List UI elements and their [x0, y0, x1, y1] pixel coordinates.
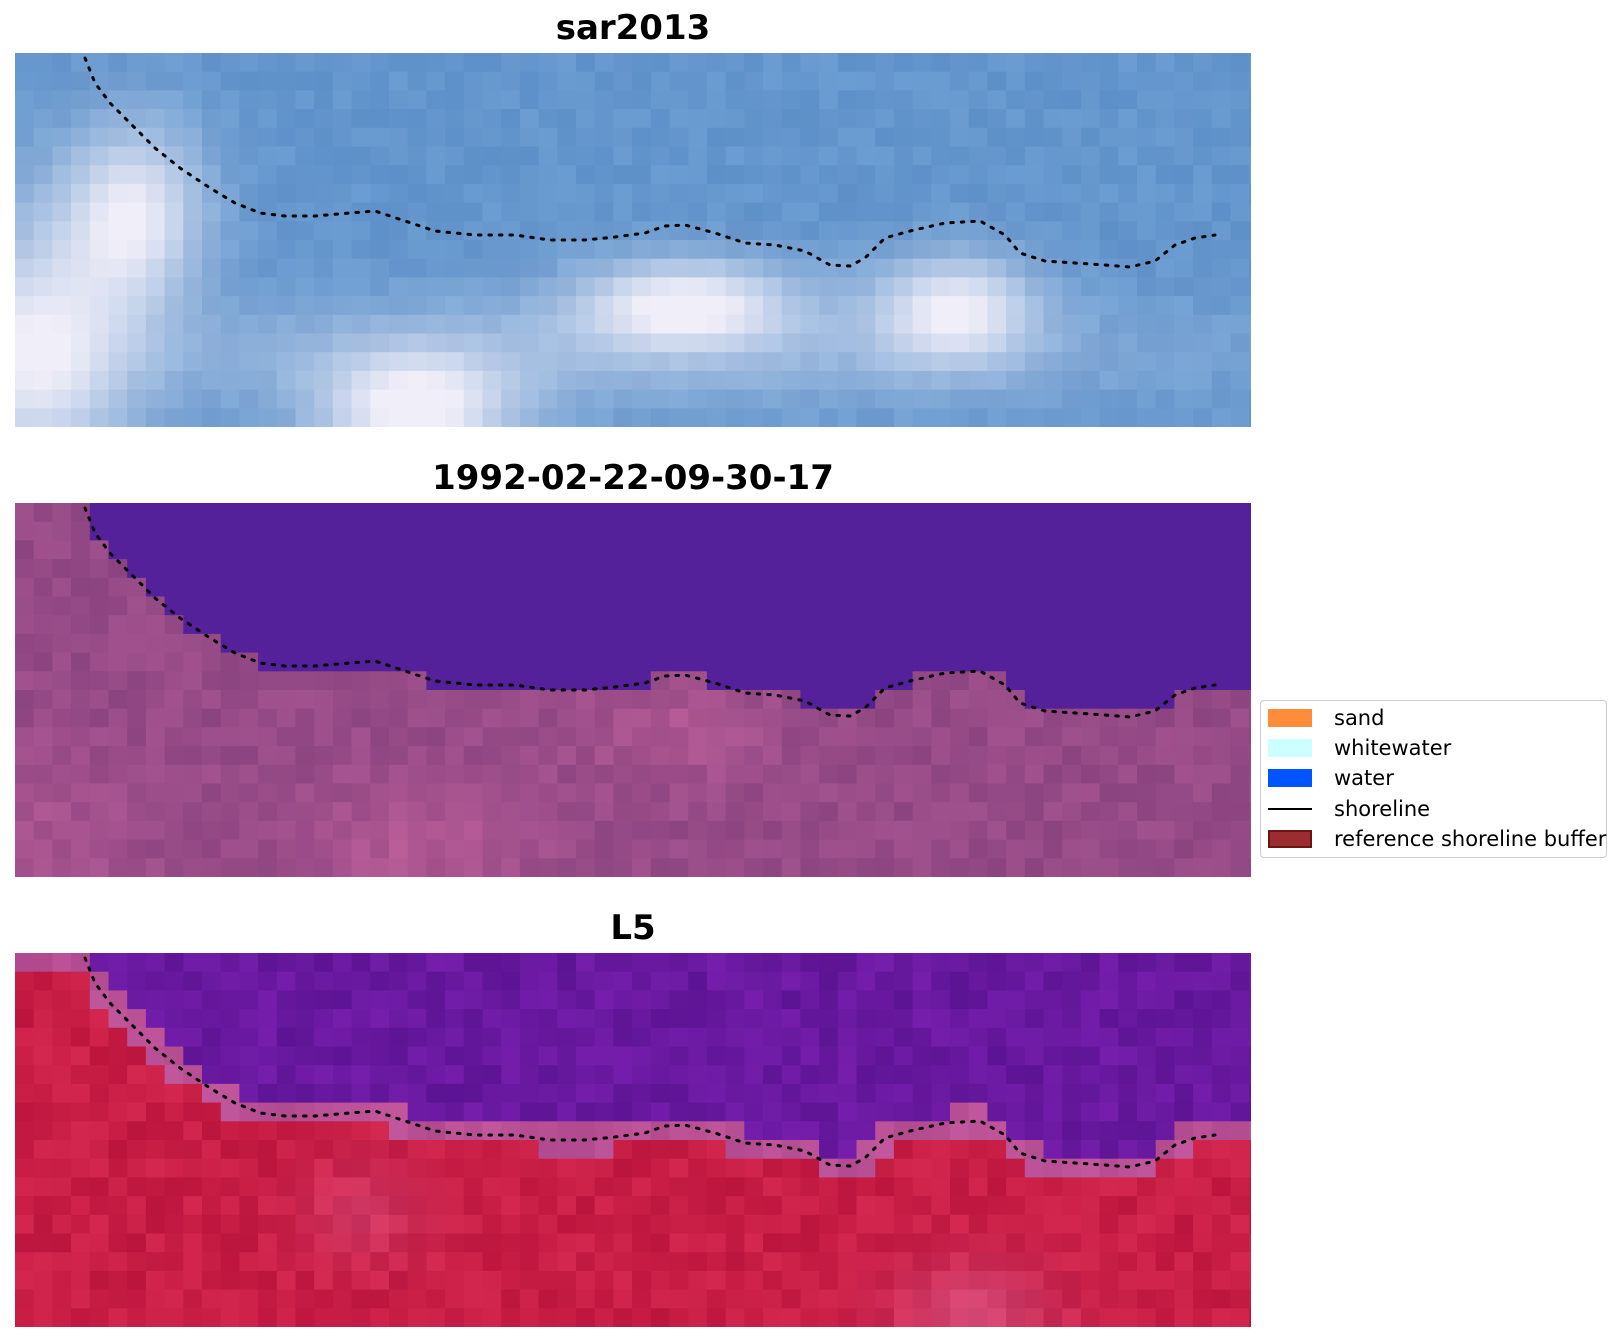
classified-image — [15, 503, 1251, 877]
legend-item-whitewater: whitewater — [1268, 736, 1603, 760]
panel-title-date: 1992-02-22-09-30-17 — [432, 458, 834, 498]
legend-label-reference-buffer: reference shoreline buffer — [1334, 827, 1607, 851]
sar-image — [15, 53, 1251, 427]
legend-item-water: water — [1268, 766, 1603, 790]
panel-title-sar2013: sar2013 — [555, 8, 711, 48]
shoreline-dotted-line — [83, 56, 1217, 269]
shoreline-dotted-line — [83, 506, 1217, 719]
l5-image — [15, 953, 1251, 1327]
legend: sand whitewater water shoreline referenc… — [1260, 700, 1607, 858]
whitewater-swatch — [1268, 739, 1312, 757]
panel-title-l5: L5 — [610, 908, 656, 948]
panel-classified-image — [15, 503, 1251, 877]
legend-label-shoreline: shoreline — [1334, 797, 1431, 821]
panel-sar2013-image — [15, 53, 1251, 427]
legend-item-shoreline: shoreline — [1268, 797, 1603, 821]
water-swatch — [1268, 769, 1312, 787]
panel-l5-image — [15, 953, 1251, 1327]
legend-item-sand: sand — [1268, 706, 1603, 730]
shoreline-dotted-line — [83, 956, 1217, 1169]
sand-swatch — [1268, 709, 1312, 727]
legend-label-whitewater: whitewater — [1334, 736, 1452, 760]
reference-buffer-swatch — [1268, 830, 1312, 848]
legend-label-water: water — [1334, 766, 1394, 790]
shoreline-line-sample — [1268, 808, 1312, 810]
legend-item-reference-buffer: reference shoreline buffer — [1268, 827, 1607, 851]
legend-label-sand: sand — [1334, 706, 1385, 730]
